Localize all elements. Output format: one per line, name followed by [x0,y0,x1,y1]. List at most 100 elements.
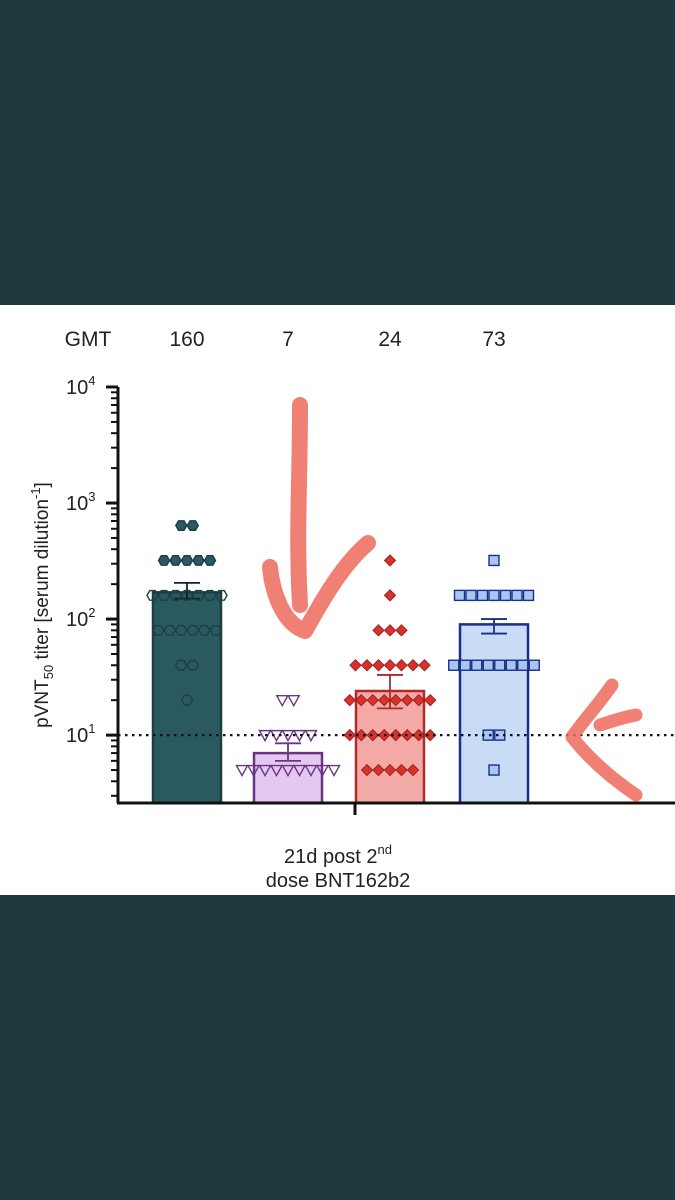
gmt-value: 160 [169,328,204,351]
y-axis-label-prefix: pVNT [32,679,53,728]
data-point-diamond [395,763,408,777]
data-point-diamond [383,624,397,637]
data-point-square [448,659,460,671]
data-point-hexagon [157,554,171,566]
data-point-diamond [383,554,397,567]
data-point-square [511,589,523,602]
data-point-hexagon [146,589,159,601]
data-point-hexagon [186,659,200,671]
y-tick-label: 101 [66,721,95,747]
bar [458,623,530,805]
error-bars [174,582,507,762]
x-axis-label-line1: 21d post 2nd [284,842,392,868]
data-point-diamond [412,693,425,707]
data-point-square [453,589,466,602]
data-point-square [522,589,535,602]
data-point-square [494,659,506,671]
data-point-triangle [281,729,295,743]
data-point-diamond [372,624,385,637]
data-point-square [505,659,517,671]
data-point-square [488,554,500,567]
bar [151,591,223,805]
data-point-hexagon [197,624,211,636]
data-point-diamond [424,728,437,742]
data-point-triangle [304,764,318,777]
data-point-triangle [235,764,249,777]
data-point-hexagon [186,520,200,532]
data-point-diamond [355,693,368,707]
data-points [146,520,540,777]
y-axis-label-sub: 50 [41,665,56,679]
data-point-hexagon [186,624,200,636]
data-point-square [465,589,477,602]
data-point-diamond [366,693,379,707]
data-point-hexagon [192,589,205,601]
data-point-diamond [389,728,402,742]
x-axis-label-line2: dose BNT162b2 [266,870,411,892]
y-tick-label: 103 [66,489,95,515]
y-axis-label-suffix: ] [32,482,53,487]
data-point-square [488,764,500,776]
data-point-diamond [383,659,397,672]
data-point-hexagon [169,589,182,601]
data-point-square [517,659,529,671]
data-point-diamond [366,728,379,742]
data-point-diamond [378,693,391,707]
data-point-triangle [269,764,284,777]
chart-svg: GMT 160 7 24 73 pVNT50 titer [serum dilutio… [28,328,675,892]
data-point-hexagon [174,520,188,532]
data-point-hexagon [180,589,194,601]
data-point-diamond [406,659,420,672]
data-point-square [499,589,512,602]
data-point-diamond [389,693,402,707]
data-point-square [476,589,489,602]
bars [151,591,530,805]
data-point-diamond [401,693,414,707]
data-point-diamond [424,693,437,707]
gmt-value: 73 [482,328,505,351]
data-point-hexagon [203,554,217,566]
data-point-hexagon [163,624,177,636]
data-point-square [482,729,494,741]
y-axis-label: pVNT50 titer [serum dilution-1] [28,482,56,728]
y-axis-ticks: 101 102 103 104 [66,373,118,797]
data-point-hexagon [151,624,165,636]
data-point-square [459,659,471,671]
data-point-diamond [406,763,420,777]
data-point-triangle [292,764,307,777]
data-point-hexagon [174,659,188,671]
data-point-hexagon [209,624,223,636]
y-tick-label: 104 [66,373,95,399]
x-axis-label-line1-main: 21d post 2 [284,846,377,868]
data-point-diamond [412,728,425,742]
data-point-square [488,589,500,602]
chart-panel: GMT 160 7 24 73 pVNT50 titer [serum dilutio… [0,305,675,895]
y-tick-label: 102 [66,605,95,631]
y-axis-label-mid: titer [serum dilution [32,499,53,665]
data-point-triangle [327,764,341,777]
data-point-hexagon [192,554,205,566]
data-point-diamond [355,728,368,742]
data-point-diamond [395,659,408,672]
data-point-triangle [258,764,272,777]
annotation-arrows [262,397,643,802]
data-point-square [482,659,494,671]
bar [354,689,426,805]
data-point-square [471,659,483,671]
data-point-diamond [383,763,397,777]
x-axis-label-line1-sup: nd [377,842,391,857]
data-point-hexagon [157,589,171,601]
data-point-hexagon [203,589,217,601]
data-point-hexagon [180,554,194,566]
gmt-label: GMT [65,328,112,351]
data-point-diamond [383,589,397,602]
data-point-triangle [246,764,261,777]
data-point-triangle [275,694,289,708]
data-point-hexagon [174,624,188,636]
data-point-hexagon [169,554,182,566]
annotation-arrow-down [262,397,376,639]
data-point-triangle [258,729,272,743]
y-axis-label-sup: -1 [28,487,43,499]
gmt-value: 24 [378,328,402,351]
data-point-hexagon [215,589,228,601]
